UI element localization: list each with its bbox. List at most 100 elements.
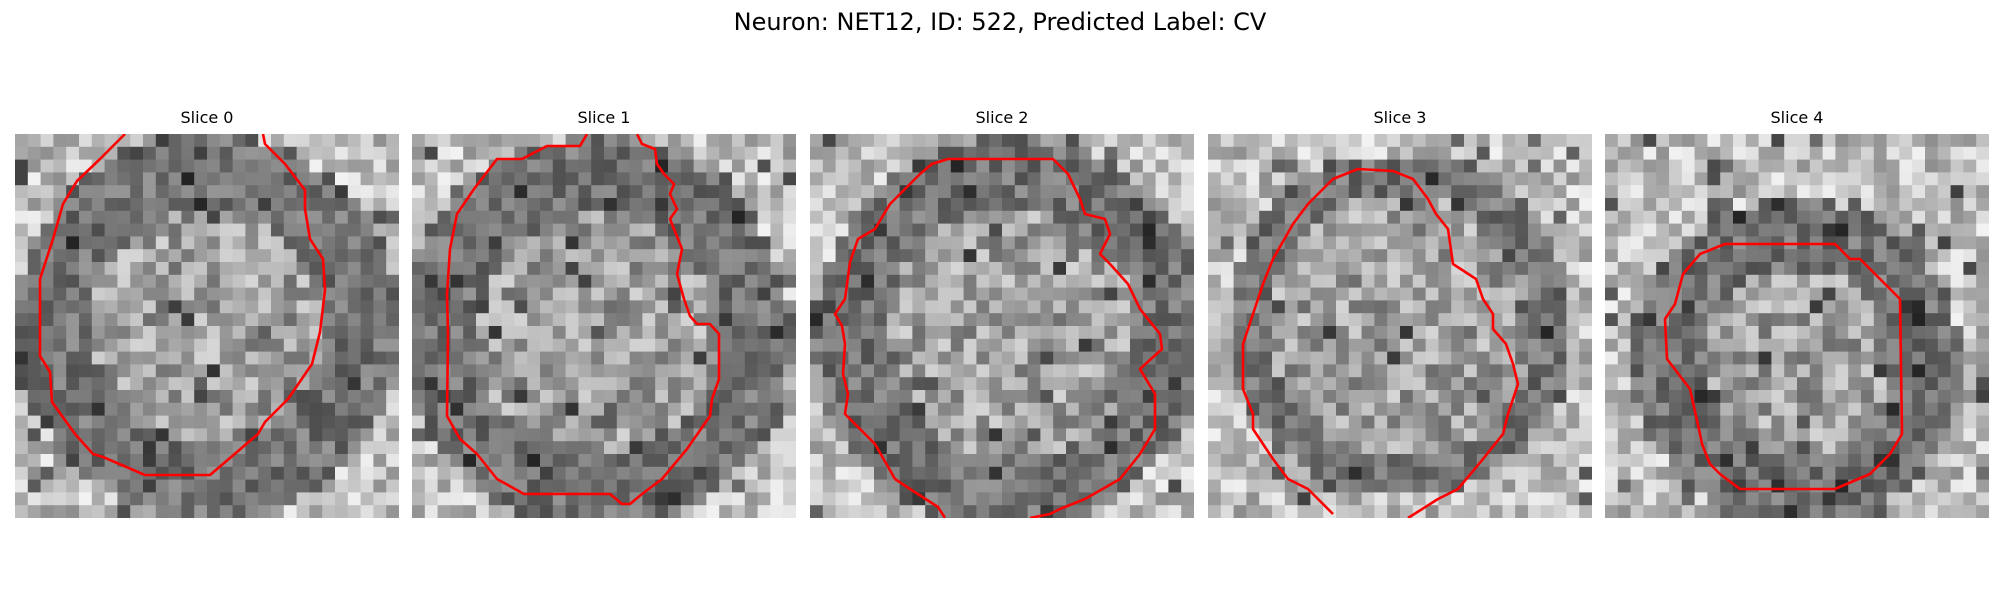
pixel: [744, 364, 759, 378]
pixel: [938, 402, 952, 417]
pixel: [1387, 377, 1401, 391]
pixel: [1566, 134, 1580, 148]
pixel: [719, 505, 733, 518]
pixel: [848, 428, 862, 442]
pixel: [1950, 146, 1964, 161]
pixel: [693, 236, 707, 250]
pixel: [386, 479, 399, 493]
pixel: [386, 492, 399, 506]
pixel: [1758, 313, 1772, 327]
pixel: [848, 185, 862, 199]
pixel: [1451, 402, 1465, 417]
pixel: [335, 364, 349, 378]
pixel: [1284, 134, 1299, 148]
pixel: [1681, 454, 1696, 468]
pixel: [591, 364, 605, 378]
pixel: [1489, 134, 1503, 148]
pixel: [1284, 262, 1299, 276]
pixel: [1310, 428, 1324, 442]
pixel: [1040, 146, 1054, 161]
pixel: [565, 479, 579, 493]
pixel: [719, 146, 733, 161]
pixel: [1758, 415, 1772, 429]
pixel: [1566, 313, 1580, 327]
pixel: [1040, 390, 1054, 404]
pixel: [488, 287, 503, 301]
pixel: [1848, 313, 1862, 327]
pixel: [1336, 300, 1350, 314]
pixel: [1438, 146, 1452, 161]
pixel: [1681, 146, 1696, 161]
pixel: [1387, 274, 1401, 289]
pixel: [1246, 223, 1260, 237]
pixel: [66, 479, 80, 493]
pixel: [104, 402, 118, 417]
pixel: [642, 313, 656, 327]
pixel: [1425, 428, 1439, 442]
pixel: [1387, 198, 1401, 212]
pixel: [1630, 313, 1644, 327]
pixel: [1168, 198, 1182, 212]
pixel: [309, 402, 323, 417]
pixel: [1336, 415, 1350, 429]
pixel: [1771, 441, 1785, 455]
pixel: [783, 492, 796, 506]
pixel: [1053, 479, 1067, 493]
pixel: [1272, 415, 1286, 429]
pixel: [822, 415, 837, 429]
pixel: [1348, 223, 1363, 237]
pixel: [1540, 249, 1555, 263]
pixel: [386, 236, 399, 250]
pixel: [424, 159, 439, 173]
pixel: [899, 185, 913, 199]
pixel: [1284, 326, 1299, 340]
pixel: [1540, 377, 1555, 391]
pixel: [1208, 492, 1222, 506]
pixel: [1374, 185, 1388, 199]
pixel: [604, 377, 618, 391]
pixel: [1078, 185, 1093, 199]
pixel: [130, 351, 144, 365]
pixel: [1937, 441, 1952, 455]
pixel: [1579, 159, 1592, 173]
pixel: [488, 159, 503, 173]
pixel: [1822, 402, 1836, 417]
pixel: [1374, 172, 1388, 186]
pixel: [143, 210, 157, 225]
pixel: [757, 249, 771, 263]
pixel: [1899, 377, 1913, 391]
pixel: [1387, 313, 1401, 327]
pixel: [1130, 236, 1144, 250]
pixel: [976, 134, 990, 148]
pixel: [527, 505, 541, 518]
pixel: [719, 172, 733, 186]
pixel: [1502, 364, 1516, 378]
pixel: [963, 338, 977, 353]
pixel: [335, 236, 349, 250]
pixel: [1002, 364, 1016, 378]
pixel: [1336, 287, 1350, 301]
pixel: [501, 262, 515, 276]
pixel: [1246, 236, 1260, 250]
pixel: [219, 223, 234, 237]
pixel: [168, 377, 182, 391]
pixel: [1117, 492, 1131, 506]
pixel: [271, 172, 285, 186]
pixel: [732, 466, 746, 481]
pixel: [1797, 428, 1811, 442]
pixel: [476, 223, 490, 237]
pixel: [66, 262, 80, 276]
pixel: [347, 466, 362, 481]
pixel: [848, 274, 862, 289]
pixel: [1540, 338, 1555, 353]
pixel: [1387, 146, 1401, 161]
pixel: [373, 287, 387, 301]
pixel: [706, 262, 720, 276]
pixel: [1246, 249, 1260, 263]
pixel: [591, 185, 605, 199]
pixel: [1566, 505, 1580, 518]
pixel: [296, 223, 310, 237]
pixel: [899, 274, 913, 289]
pixel: [770, 415, 784, 429]
pixel: [53, 479, 67, 493]
